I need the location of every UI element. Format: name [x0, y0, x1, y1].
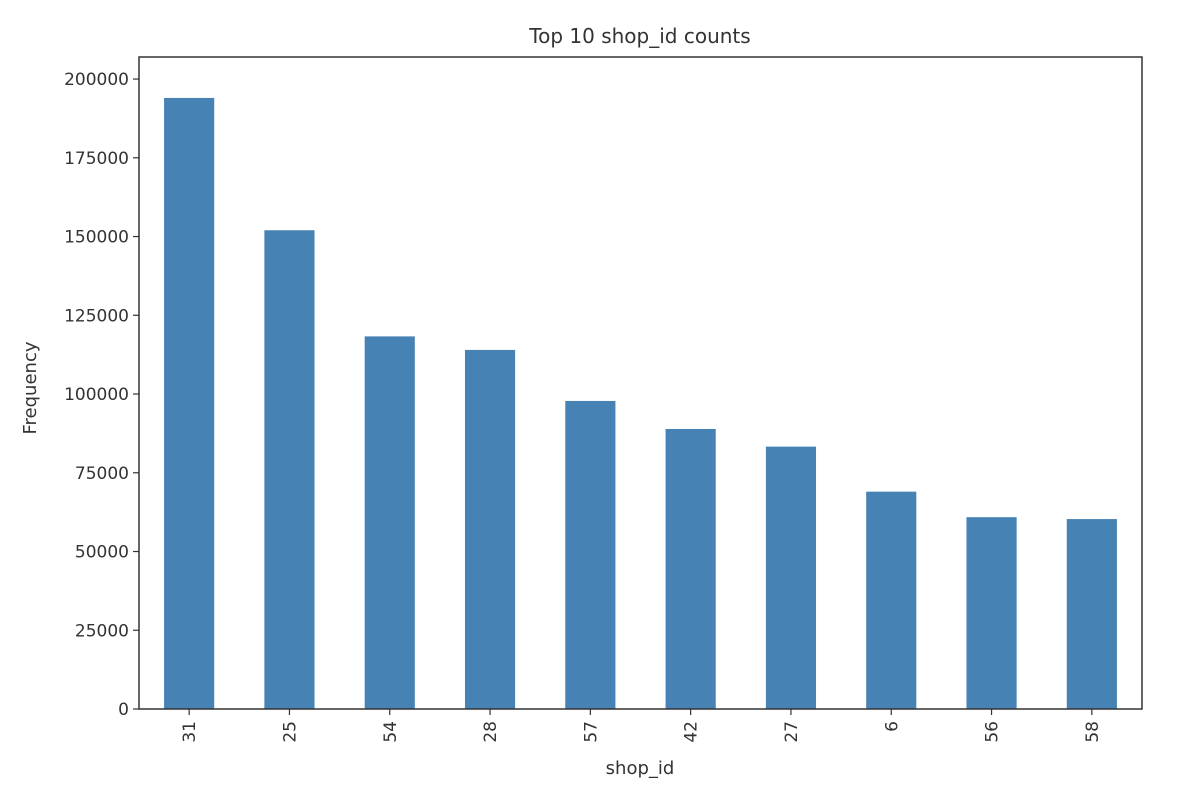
x-tick-label: 27 [782, 721, 802, 743]
bar-25 [264, 230, 315, 710]
bar-58 [1066, 519, 1117, 709]
y-tick-label: 25000 [75, 621, 129, 641]
x-tick-label: 54 [381, 721, 401, 743]
bar-27 [765, 446, 817, 709]
x-tick-label: 6 [882, 721, 902, 732]
bars-layer [164, 97, 1117, 710]
x-tick-label: 57 [581, 721, 601, 743]
x-tick-label: 31 [180, 721, 200, 743]
x-tick-label: 42 [682, 721, 702, 743]
bar-56 [966, 517, 1017, 709]
y-axis-ticks: 0 25000 50000 75000 100000 125000 150000 175000… [64, 70, 139, 720]
bar-54 [364, 336, 415, 709]
bar-31 [164, 97, 215, 710]
x-axis-ticks: 31 25 54 28 57 42 27 6 56 58 [180, 709, 1103, 743]
chart-title: Top 10 shop_id counts [528, 24, 750, 48]
x-tick-label: 56 [983, 721, 1003, 743]
y-axis-label: Frequency [20, 341, 41, 434]
y-tick-label: 100000 [64, 385, 129, 405]
x-tick-label: 28 [481, 721, 501, 743]
x-axis-label: shop_id [606, 758, 675, 779]
axes-frame [138, 56, 1143, 710]
y-tick-label: 75000 [75, 464, 129, 484]
bar-28 [464, 349, 516, 709]
y-tick-label: 200000 [64, 70, 129, 90]
y-tick-label: 0 [118, 700, 129, 720]
x-tick-label: 25 [280, 721, 300, 743]
bar-57 [565, 400, 616, 709]
y-tick-label: 150000 [64, 228, 129, 248]
y-tick-label: 175000 [64, 149, 129, 169]
x-tick-label: 58 [1083, 721, 1103, 743]
bar-42 [665, 428, 716, 709]
y-tick-label: 125000 [64, 306, 129, 326]
y-tick-label: 50000 [75, 543, 129, 563]
bar-6 [866, 491, 917, 709]
